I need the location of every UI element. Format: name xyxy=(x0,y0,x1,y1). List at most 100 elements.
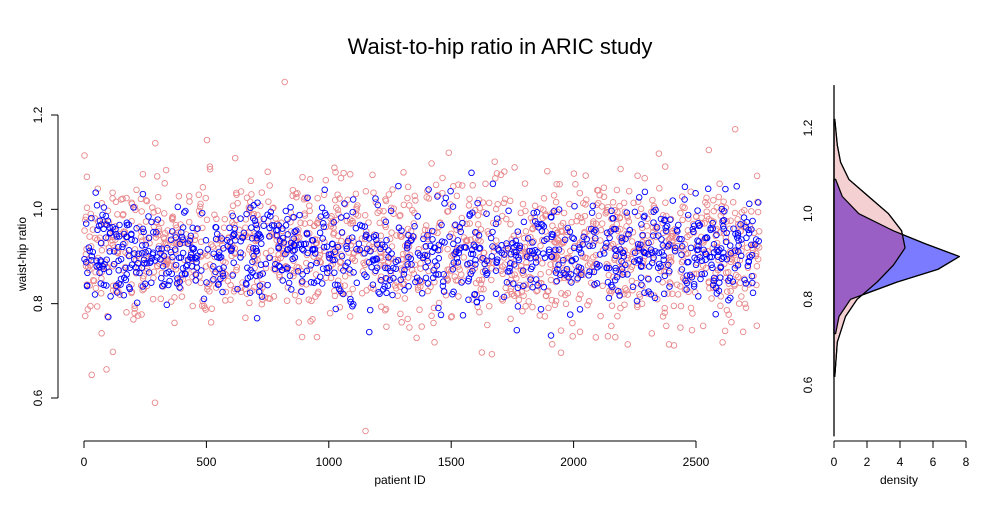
scatter-point-pink xyxy=(131,309,138,317)
scatter-point-pink xyxy=(648,208,655,216)
scatter-point-pink xyxy=(365,219,372,226)
scatter-point-blue xyxy=(203,279,210,286)
scatter-point-blue xyxy=(303,229,311,237)
scatter-point-pink xyxy=(432,181,440,189)
scatter-point-blue xyxy=(451,250,458,257)
scatter-point-blue xyxy=(113,289,121,296)
scatter-point-pink xyxy=(298,333,306,341)
scatter-point-blue xyxy=(441,200,448,207)
scatter-point-blue xyxy=(139,225,147,233)
scatter-point-blue xyxy=(186,237,193,244)
scatter-point-blue xyxy=(735,242,742,249)
scatter-point-blue xyxy=(91,291,99,298)
scatter-point-blue xyxy=(334,281,341,289)
scatter-point-blue xyxy=(586,268,593,275)
scatter-point-blue xyxy=(338,252,346,260)
scatter-point-pink xyxy=(215,245,222,252)
scatter-point-blue xyxy=(500,251,508,258)
scatter-point-blue xyxy=(640,214,648,221)
scatter-point-pink xyxy=(138,311,145,318)
scatter-point-blue xyxy=(88,214,95,222)
scatter-point-pink xyxy=(337,251,345,258)
scatter-point-pink xyxy=(340,169,347,177)
scatter-point-pink xyxy=(140,272,147,280)
scatter-point-pink xyxy=(338,237,345,245)
scatter-point-pink xyxy=(566,277,574,285)
scatter-point-blue xyxy=(383,289,390,297)
scatter-point-blue xyxy=(397,276,404,284)
scatter-point-blue xyxy=(437,311,445,319)
scatter-point-pink xyxy=(92,284,100,292)
scatter-point-blue xyxy=(658,248,666,256)
scatter-point-blue xyxy=(196,248,204,256)
scatter-point-pink xyxy=(547,276,555,284)
scatter-point-pink xyxy=(128,200,136,208)
scatter-point-blue xyxy=(675,221,682,229)
scatter-point-blue xyxy=(577,249,585,257)
scatter-point-blue xyxy=(435,271,442,278)
scatter-point-blue xyxy=(123,219,131,226)
scatter-point-blue xyxy=(469,267,476,275)
scatter-point-blue xyxy=(697,275,704,283)
density-x-tick-label: 2 xyxy=(864,455,871,469)
scatter-point-blue xyxy=(569,257,576,264)
scatter-point-blue xyxy=(568,257,575,265)
scatter-point-blue xyxy=(434,193,441,200)
scatter-point-blue xyxy=(684,211,692,219)
scatter-point-pink xyxy=(160,235,168,243)
scatter-point-blue xyxy=(163,301,171,309)
scatter-point-blue xyxy=(612,264,619,272)
scatter-point-pink xyxy=(211,253,219,261)
scatter-point-blue xyxy=(258,293,266,300)
scatter-point-pink xyxy=(698,214,705,221)
scatter-point-blue xyxy=(212,223,219,231)
scatter-point-blue xyxy=(157,249,164,257)
scatter-point-blue xyxy=(392,258,400,266)
scatter-point-pink xyxy=(81,312,89,320)
scatter-point-pink xyxy=(627,266,634,273)
scatter-point-pink xyxy=(388,243,396,250)
scatter-point-blue xyxy=(725,296,732,304)
scatter-point-pink xyxy=(382,197,390,205)
scatter-point-blue xyxy=(365,259,373,266)
scatter-point-blue xyxy=(507,250,515,258)
scatter-point-pink xyxy=(597,312,604,320)
scatter-point-blue xyxy=(172,261,180,269)
scatter-point-blue xyxy=(378,241,386,249)
scatter-point-pink xyxy=(598,203,606,210)
scatter-point-pink xyxy=(715,256,722,264)
scatter-point-pink xyxy=(550,192,558,199)
scatter-point-blue xyxy=(307,279,315,286)
scatter-point-pink xyxy=(727,287,734,295)
scatter-point-pink xyxy=(230,288,238,295)
scatter-point-pink xyxy=(83,173,91,181)
scatter-point-blue xyxy=(660,252,667,259)
scatter-point-pink xyxy=(499,263,506,270)
scatter-point-pink xyxy=(208,241,215,248)
scatter-point-blue xyxy=(710,277,718,285)
scatter-point-pink xyxy=(175,192,183,200)
scatter-point-blue xyxy=(674,228,681,235)
scatter-point-blue xyxy=(180,209,188,216)
scatter-point-blue xyxy=(291,228,298,236)
scatter-point-pink xyxy=(396,212,403,220)
scatter-point-blue xyxy=(712,310,719,318)
scatter-point-blue xyxy=(733,234,741,241)
scatter-point-blue xyxy=(173,280,181,287)
scatter-x-tick-label: 2000 xyxy=(560,455,587,469)
scatter-point-pink xyxy=(290,269,298,276)
scatter-point-blue xyxy=(165,281,172,289)
scatter-point-blue xyxy=(489,228,496,236)
scatter-point-pink xyxy=(742,304,750,311)
scatter-point-pink xyxy=(593,228,600,235)
scatter-point-blue xyxy=(374,241,381,248)
scatter-point-blue xyxy=(745,230,753,237)
scatter-point-pink xyxy=(400,201,408,209)
scatter-point-blue xyxy=(640,248,647,255)
scatter-point-pink xyxy=(617,226,624,233)
scatter-point-blue xyxy=(120,274,128,282)
scatter-point-pink xyxy=(270,293,278,300)
scatter-point-blue xyxy=(334,243,342,251)
scatter-point-pink xyxy=(276,240,283,248)
scatter-point-blue xyxy=(594,263,601,271)
